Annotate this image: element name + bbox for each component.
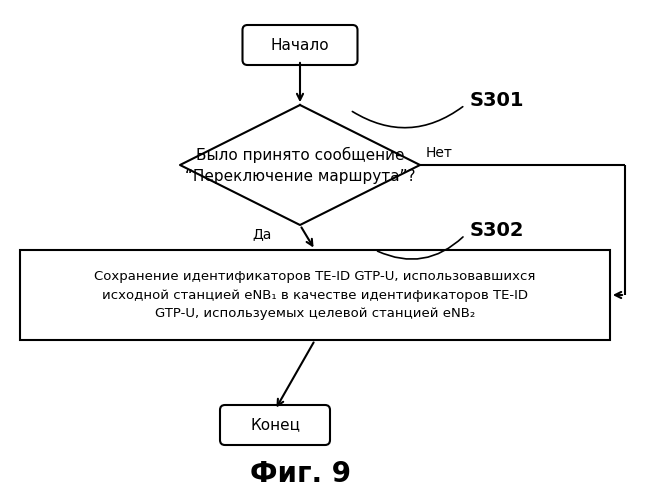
Text: S301: S301 xyxy=(470,90,525,110)
Text: Конец: Конец xyxy=(250,418,300,432)
Text: Фиг. 9: Фиг. 9 xyxy=(249,460,350,488)
Text: Да: Да xyxy=(253,227,272,241)
FancyBboxPatch shape xyxy=(220,405,330,445)
FancyBboxPatch shape xyxy=(242,25,358,65)
Text: Нет: Нет xyxy=(426,146,453,160)
Text: Было принято сообщение: Было принято сообщение xyxy=(196,147,404,163)
Text: S302: S302 xyxy=(470,220,525,240)
FancyBboxPatch shape xyxy=(20,250,610,340)
Text: “Переключение маршрута”?: “Переключение маршрута”? xyxy=(185,170,415,184)
Text: Сохранение идентификаторов TE-ID GTP-U, использовавшихся
исходной станцией eNB₁ : Сохранение идентификаторов TE-ID GTP-U, … xyxy=(94,270,536,320)
Polygon shape xyxy=(180,105,420,225)
Text: Начало: Начало xyxy=(271,38,329,52)
